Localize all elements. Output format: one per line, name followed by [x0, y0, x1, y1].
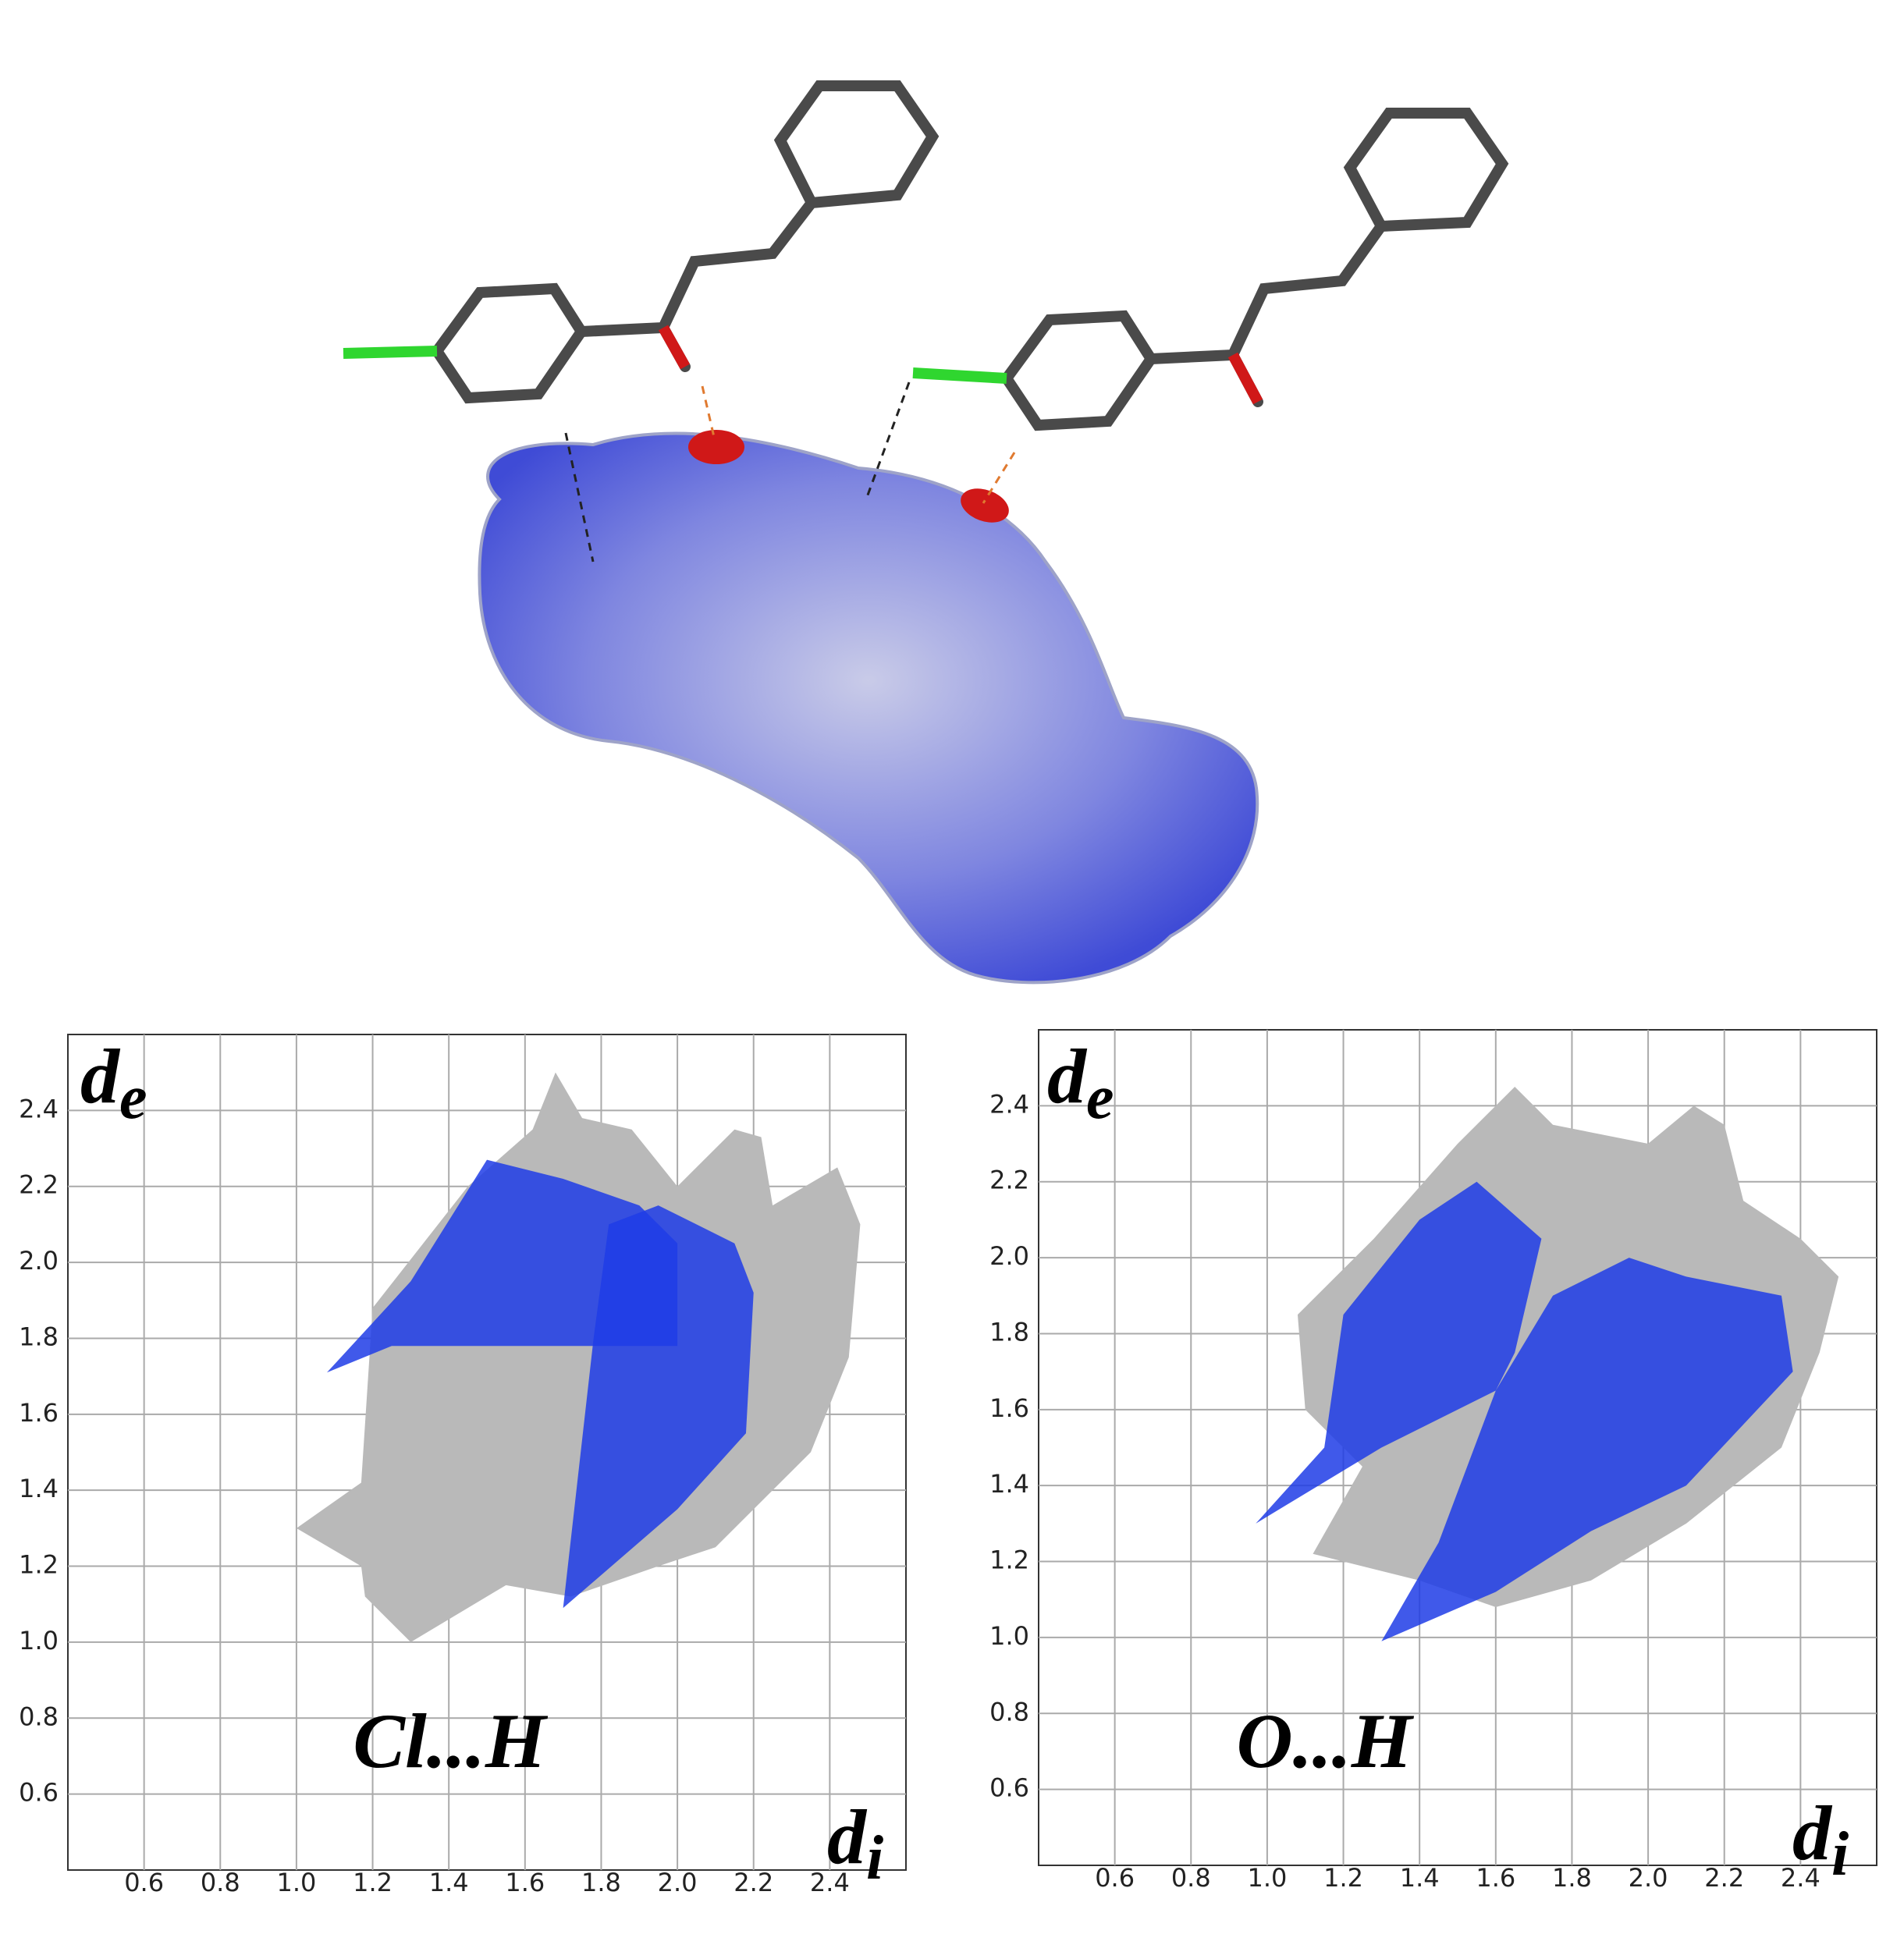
x-axis-label-sub: i	[1831, 1820, 1849, 1889]
y-tick-label: 1.0	[19, 1626, 59, 1655]
y-tick-label: 2.4	[989, 1089, 1029, 1119]
contact-spot	[961, 488, 1009, 523]
density-region	[1381, 1258, 1793, 1641]
y-tick-label: 2.2	[19, 1170, 59, 1200]
annotation: Cl...H	[353, 1698, 548, 1784]
x-tick-label: 1.0	[276, 1868, 316, 1897]
x-tick-label: 1.6	[505, 1868, 545, 1897]
y-axis-label-main: d	[1047, 1033, 1088, 1120]
y-tick-label: 1.4	[19, 1474, 59, 1503]
y-tick-label: 1.4	[989, 1469, 1029, 1499]
cl-bond	[912, 367, 1007, 384]
y-axis-label: de	[80, 1033, 147, 1132]
x-tick-label: 1.0	[1247, 1863, 1287, 1893]
y-tick-label: 1.8	[989, 1317, 1029, 1347]
y-tick-label: 0.8	[989, 1697, 1029, 1726]
cl-bond	[343, 346, 438, 359]
x-tick-label: 2.4	[810, 1868, 850, 1897]
x-tick-label: 0.6	[124, 1868, 164, 1897]
x-tick-label: 2.4	[1781, 1863, 1821, 1893]
annotation: O...H	[1237, 1698, 1415, 1784]
y-tick-label: 0.6	[989, 1773, 1029, 1803]
x-tick-label: 2.0	[658, 1868, 698, 1897]
density-region	[1256, 1181, 1542, 1524]
x-axis-label: di	[1792, 1790, 1849, 1889]
x-tick-label: 0.8	[1171, 1863, 1211, 1893]
y-tick-label: 2.4	[19, 1094, 59, 1123]
o-bond	[1227, 352, 1263, 405]
y-axis-label-sub: e	[119, 1063, 147, 1132]
x-tick-label: 1.8	[1552, 1863, 1592, 1893]
x-axis-label: di	[827, 1794, 883, 1893]
x-axis-label-main: d	[1792, 1790, 1833, 1876]
x-axis-label-sub: i	[866, 1824, 883, 1893]
x-tick-label: 1.4	[429, 1868, 469, 1897]
bond	[1146, 108, 1509, 364]
x-tick-label: 2.0	[1629, 1863, 1668, 1893]
x-tick-label: 0.6	[1095, 1863, 1135, 1893]
contact-line	[982, 452, 1016, 504]
contact-spot	[688, 430, 744, 464]
y-tick-label: 2.0	[989, 1241, 1029, 1271]
y-tick-label: 1.8	[19, 1322, 59, 1351]
y-tick-label: 1.0	[989, 1621, 1029, 1651]
fingerprint-plot: 0.6 0.8 1.0 1.2 1.4 1.6 1.8 2.0 2.2 2.4 0.6 0.8 1.0 1…	[19, 1033, 907, 1897]
contact-line	[865, 381, 911, 500]
bond	[432, 282, 588, 404]
y-tick-label: 1.6	[19, 1398, 59, 1428]
x-axis-label-main: d	[827, 1794, 868, 1880]
y-tick-label: 1.2	[989, 1545, 1029, 1575]
x-tick-label: 2.2	[734, 1868, 773, 1897]
y-tick-label: 1.2	[19, 1550, 59, 1580]
y-tick-label: 0.6	[19, 1778, 59, 1808]
o-bond	[658, 325, 691, 370]
density-region	[296, 1072, 861, 1642]
y-axis-label-sub: e	[1086, 1063, 1114, 1132]
hirshfeld-surface	[478, 431, 1259, 985]
fingerprint-plot: 0.6 0.8 1.0 1.2 1.4 1.6 1.8 2.0 2.2 2.4 0.6 0.8 1.0 1…	[989, 1029, 1877, 1893]
y-tick-label: 2.2	[989, 1166, 1029, 1195]
y-tick-label: 2.0	[19, 1246, 59, 1276]
contacts	[564, 381, 1016, 562]
x-tick-label: 2.2	[1704, 1863, 1744, 1893]
x-tick-label: 1.2	[1323, 1863, 1363, 1893]
density-region	[326, 1159, 678, 1373]
density-region	[563, 1205, 754, 1609]
bond	[1001, 310, 1158, 431]
x-tick-label: 1.4	[1400, 1863, 1440, 1893]
x-tick-label: 1.6	[1476, 1863, 1515, 1893]
contact-line	[701, 385, 716, 438]
x-tick-label: 0.8	[201, 1868, 240, 1897]
y-axis-label: de	[1047, 1033, 1114, 1132]
x-tick-label: 1.8	[581, 1868, 621, 1897]
y-tick-label: 0.8	[19, 1702, 59, 1731]
bond	[576, 80, 940, 337]
y-axis-label-main: d	[80, 1033, 121, 1120]
x-tick-label: 1.2	[353, 1868, 393, 1897]
molecule-illustration	[343, 80, 1509, 985]
y-tick-label: 1.6	[989, 1393, 1029, 1423]
